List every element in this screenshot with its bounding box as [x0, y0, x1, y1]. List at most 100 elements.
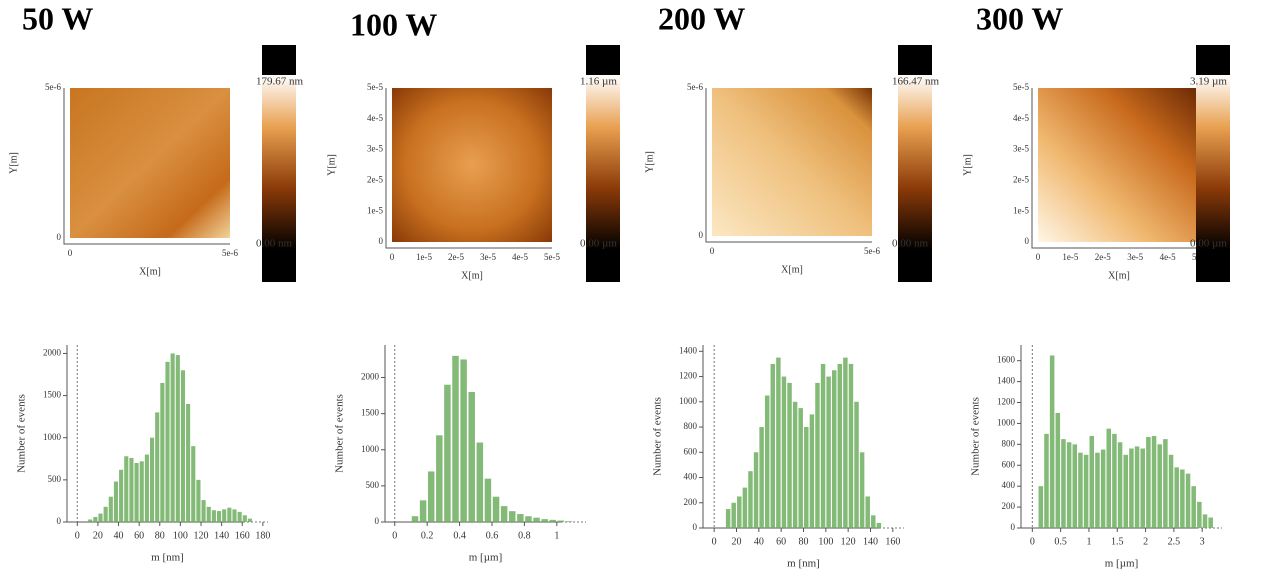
- y-tick-label: 600: [1002, 459, 1016, 469]
- image-y-tick-label: 0: [379, 236, 384, 246]
- histogram-bar: [854, 401, 859, 528]
- panel-title: 100 W: [350, 6, 437, 42]
- y-tick-label: 1600: [997, 355, 1016, 365]
- histogram-bar: [748, 471, 753, 528]
- x-tick-label: 3: [1200, 536, 1205, 547]
- histogram-bar: [1208, 517, 1213, 528]
- x-tick-label: 120: [194, 530, 209, 541]
- x-tick-label: 120: [841, 536, 856, 547]
- histogram-bar: [1174, 467, 1179, 528]
- histogram-bar: [1083, 454, 1089, 528]
- x-tick-label: 160: [235, 530, 250, 541]
- x-tick-label: 20: [93, 530, 103, 541]
- image-y-tick-label: 3e-5: [1013, 144, 1029, 154]
- image-x-tick-label: 0: [710, 246, 715, 256]
- image-x-label: X[m]: [781, 264, 803, 275]
- histogram-bar: [1191, 486, 1196, 528]
- histogram-bar: [1197, 501, 1202, 528]
- image-y-tick-label: 4e-5: [1013, 113, 1029, 123]
- histogram-bar: [134, 463, 139, 522]
- colorbar: [1196, 75, 1230, 250]
- histogram-bar: [1202, 514, 1208, 528]
- image-y-tick-label: 0: [57, 232, 62, 242]
- x-tick-label: 0: [75, 530, 80, 541]
- histogram-bar: [759, 427, 764, 528]
- histogram-bar: [1168, 454, 1174, 528]
- colorbar-cap: [262, 45, 296, 75]
- image-y-tick-label: 5e-6: [687, 82, 703, 92]
- histogram-bar: [191, 446, 196, 522]
- histogram-bar: [242, 515, 247, 522]
- histogram-bar: [549, 519, 557, 522]
- histogram-bar: [725, 509, 731, 528]
- histogram-bar: [1038, 486, 1044, 528]
- histogram-bar: [753, 452, 759, 528]
- x-tick-label: 40: [114, 530, 124, 541]
- afm-image: [392, 88, 552, 242]
- image-y-tick-label: 1e-5: [1013, 205, 1029, 215]
- y-tick-label: 800: [684, 421, 698, 431]
- image-x-label: X[m]: [139, 266, 161, 277]
- y-tick-label: 1000: [679, 396, 698, 406]
- histogram-bar: [541, 519, 548, 522]
- y-tick-label: 1400: [997, 376, 1016, 386]
- histogram-bar: [533, 517, 540, 522]
- afm-image: [712, 88, 872, 236]
- image-y-label: Y[m]: [962, 154, 973, 176]
- histogram-bar: [98, 513, 103, 522]
- histogram-bar: [149, 437, 155, 522]
- x-tick-label: 0.6: [486, 530, 499, 541]
- histogram-bar: [837, 363, 843, 528]
- y-tick-label: 1200: [997, 397, 1016, 407]
- y-tick-label: 1000: [43, 432, 62, 442]
- image-x-tick-label: 2e-5: [1095, 252, 1111, 262]
- image-y-label: Y[m]: [8, 152, 19, 174]
- histogram-bar: [859, 452, 865, 528]
- y-tick-label: 0: [57, 516, 62, 526]
- histogram-bar: [509, 511, 516, 522]
- colorbar: [586, 75, 620, 250]
- image-y-tick-label: 1e-5: [367, 205, 383, 215]
- histogram-bar: [1066, 442, 1072, 528]
- y-tick-label: 1000: [361, 444, 380, 454]
- image-x-tick-label: 5e-6: [222, 248, 238, 258]
- colorbar-cap: [898, 250, 932, 282]
- image-x-tick-label: 1e-5: [416, 252, 432, 262]
- histogram-bar: [139, 461, 144, 522]
- y-axis-label: Number of events: [652, 397, 664, 476]
- histogram-bar: [237, 511, 242, 522]
- image-x-tick-label: 4e-5: [1160, 252, 1176, 262]
- histogram-bar: [1123, 454, 1129, 528]
- histogram-bar: [1089, 435, 1095, 528]
- histogram-bar: [119, 469, 124, 522]
- histogram-bar: [1049, 355, 1055, 528]
- image-x-tick-label: 0: [68, 248, 73, 258]
- y-tick-label: 0: [375, 516, 380, 526]
- histogram-bar: [201, 500, 206, 522]
- x-tick-label: 1: [1086, 536, 1091, 547]
- histogram-bar: [1044, 433, 1049, 528]
- colorbar-cap: [1196, 250, 1230, 282]
- scale-max-label: 166.47 nm: [892, 76, 940, 88]
- x-tick-label: 0: [1030, 536, 1035, 547]
- y-tick-label: 2000: [43, 347, 62, 357]
- y-tick-label: 800: [1002, 438, 1016, 448]
- histogram-bar: [211, 510, 216, 522]
- histogram-bar: [452, 355, 459, 522]
- image-y-tick-label: 4e-5: [367, 113, 383, 123]
- x-tick-label: 180: [255, 530, 270, 541]
- scale-max-label: 1.16 µm: [580, 76, 617, 88]
- histogram-bar: [419, 500, 427, 522]
- colorbar: [898, 75, 932, 250]
- histogram-bar: [1117, 442, 1123, 528]
- histogram-bar: [871, 515, 876, 528]
- image-y-tick-label: 0: [1025, 236, 1030, 246]
- x-axis-label: m [nm]: [787, 558, 820, 570]
- histogram-bar: [165, 361, 170, 522]
- image-y-tick-label: 2e-5: [1013, 174, 1029, 184]
- histogram-bar: [427, 471, 435, 522]
- histogram-bar: [776, 357, 781, 528]
- panel-title: 200 W: [658, 0, 745, 36]
- histogram-bar: [468, 391, 475, 522]
